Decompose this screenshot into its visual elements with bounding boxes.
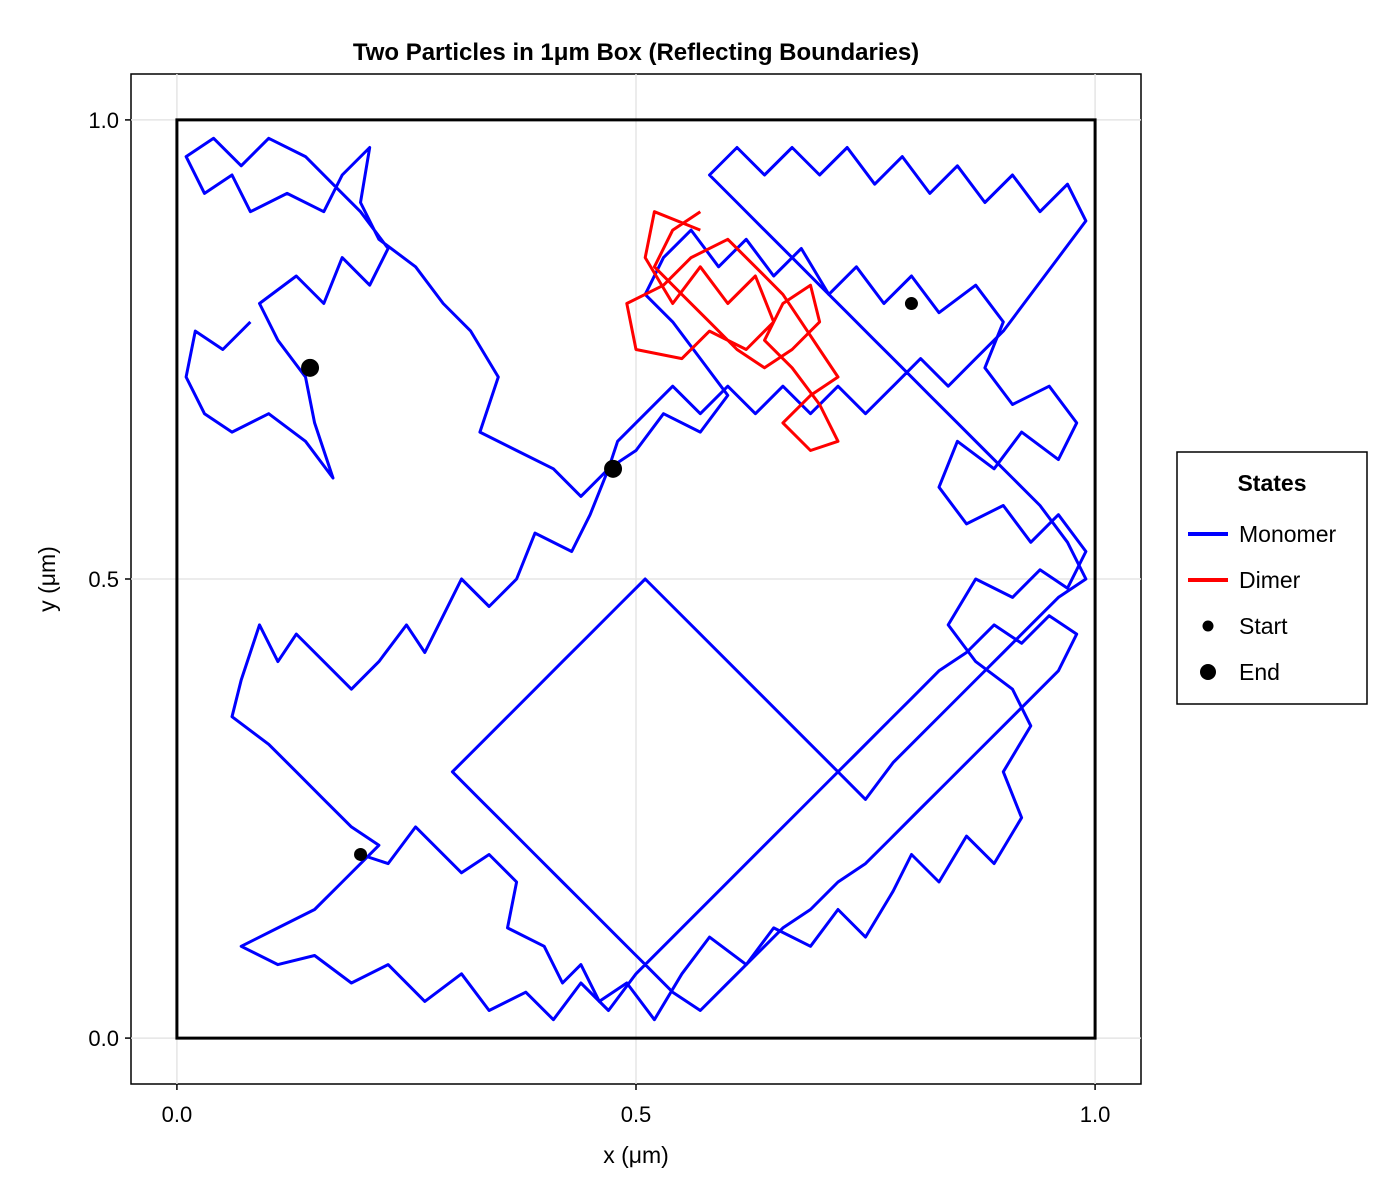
- legend-entries: Monomer Dimer Start End: [1188, 521, 1336, 685]
- legend-start-swatch: [1202, 620, 1214, 632]
- y-axis-label: y (μm): [34, 546, 60, 612]
- legend: States Monomer Dimer Start End: [1176, 451, 1368, 705]
- end-marker: [301, 358, 320, 377]
- y-tick-label: 1.0: [88, 108, 119, 133]
- start-marker: [354, 847, 368, 861]
- start-marker: [904, 297, 918, 311]
- legend-title: States: [1237, 470, 1306, 496]
- monomer-trajectory-0: [360, 228, 1088, 1022]
- box-boundary: [175, 118, 1097, 1040]
- x-axis-label: x (μm): [603, 1142, 669, 1168]
- y-tick-label: 0.5: [88, 567, 119, 592]
- legend-dimer-label: Dimer: [1239, 567, 1301, 593]
- y-tick-label: 0.0: [88, 1026, 119, 1051]
- plot-area: 0.0 0.5 1.0 0.0 0.5 1.0: [88, 73, 1142, 1127]
- x-tick-label: 0.5: [621, 1102, 652, 1127]
- dimer-trajectory-2: [625, 210, 840, 452]
- series-layer: [184, 136, 1088, 1022]
- monomer-trajectory-1: [184, 136, 1088, 1022]
- end-marker: [604, 459, 623, 478]
- axis-ticks: 0.0 0.5 1.0 0.0 0.5 1.0: [88, 108, 1110, 1127]
- legend-end-swatch: [1200, 664, 1216, 680]
- markers-layer: [301, 297, 918, 861]
- chart-title: Two Particles in 1μm Box (Reflecting Bou…: [353, 39, 919, 66]
- x-tick-label: 1.0: [1080, 1102, 1111, 1127]
- legend-start-label: Start: [1239, 613, 1288, 639]
- legend-end-label: End: [1239, 659, 1280, 685]
- x-tick-label: 0.0: [162, 1102, 193, 1127]
- legend-monomer-label: Monomer: [1239, 521, 1336, 547]
